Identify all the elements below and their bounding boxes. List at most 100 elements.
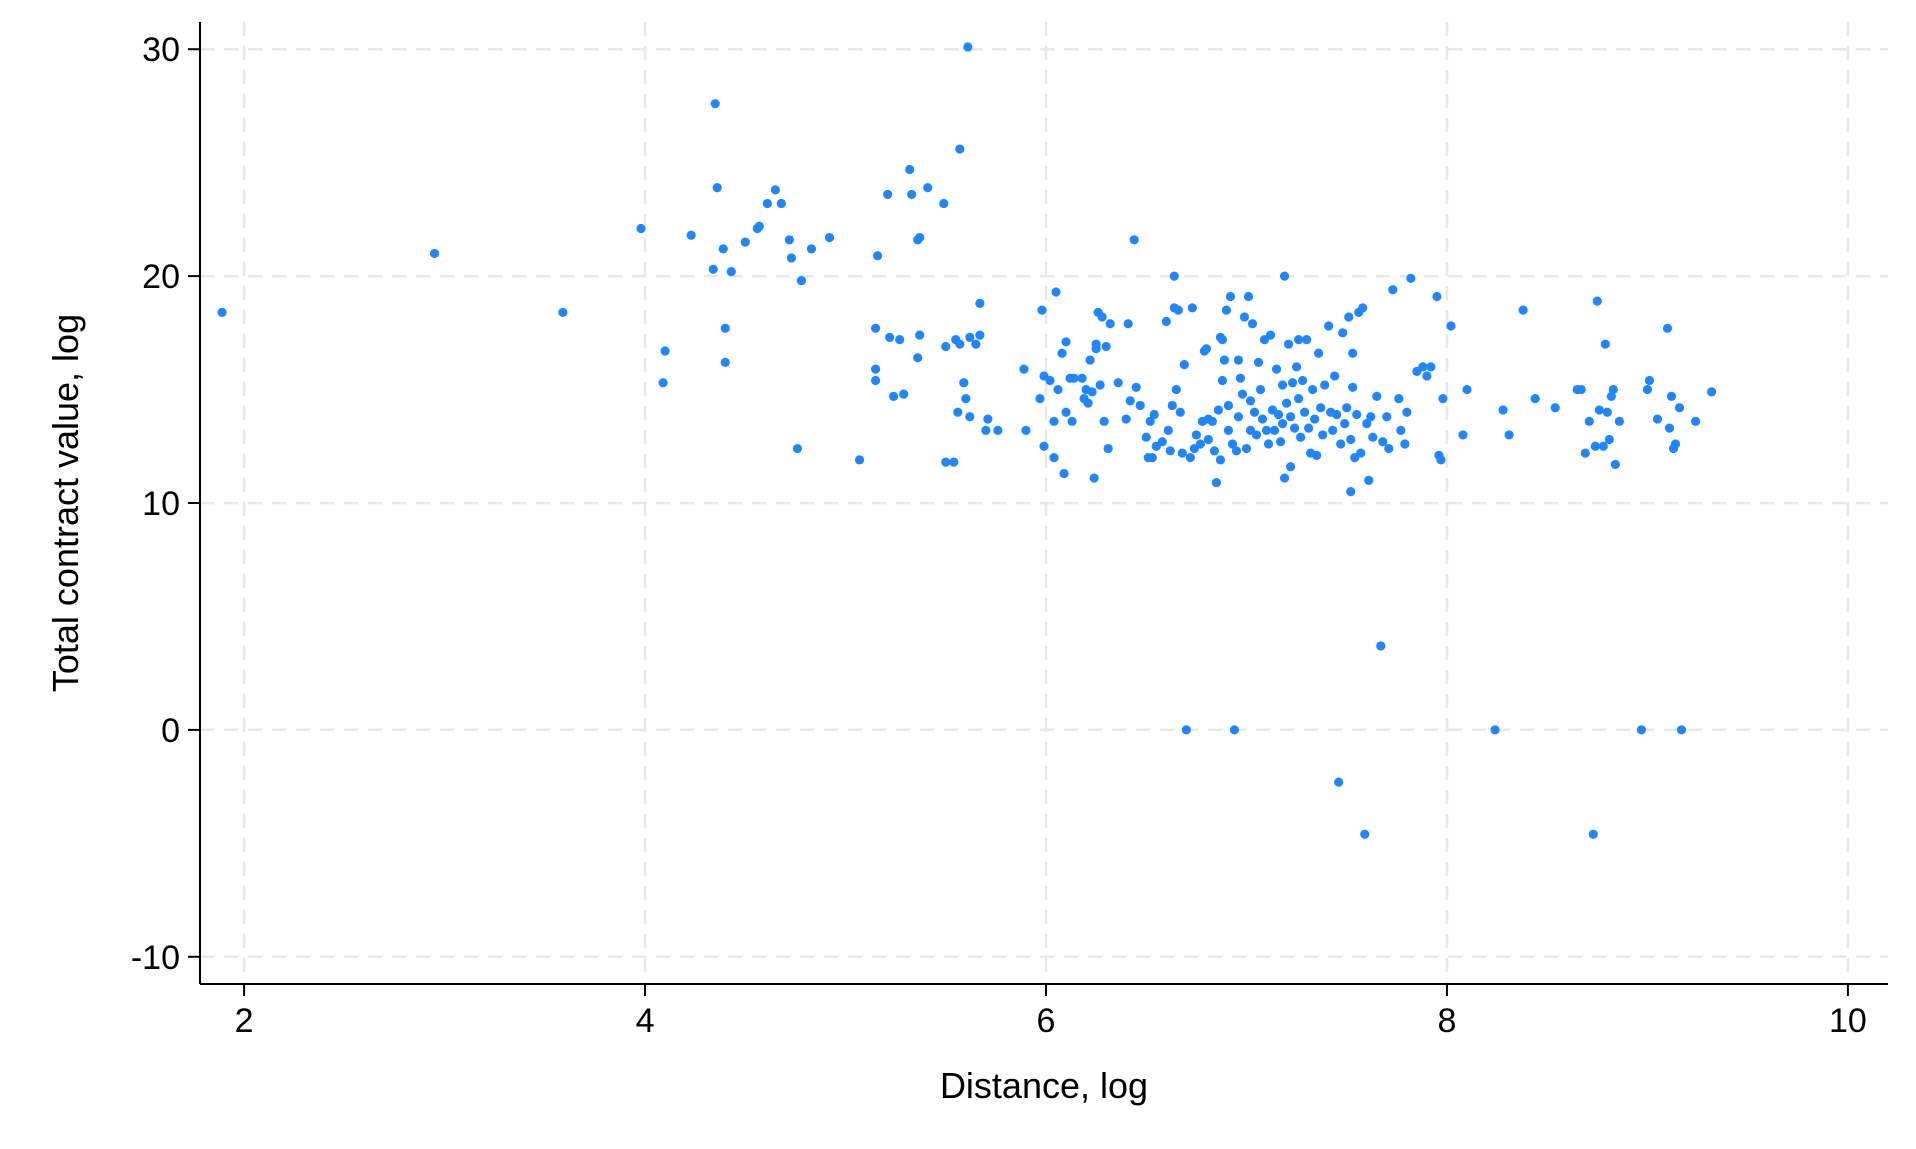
data-point bbox=[1089, 473, 1099, 483]
data-point bbox=[824, 232, 835, 243]
data-point bbox=[1097, 312, 1107, 322]
x-tick-label: 8 bbox=[1437, 1002, 1456, 1040]
data-point bbox=[1121, 414, 1131, 424]
data-point bbox=[1504, 430, 1514, 440]
data-point bbox=[1614, 416, 1624, 426]
data-point bbox=[1037, 305, 1047, 315]
data-point bbox=[1149, 409, 1159, 420]
data-point bbox=[1676, 725, 1687, 735]
data-point bbox=[1207, 416, 1217, 426]
data-point bbox=[1231, 446, 1242, 456]
data-point bbox=[975, 298, 985, 308]
data-point bbox=[1300, 407, 1310, 417]
data-point bbox=[1163, 425, 1173, 435]
data-point bbox=[1376, 641, 1386, 651]
data-point bbox=[660, 346, 670, 356]
grid-lines bbox=[200, 22, 1888, 984]
data-point bbox=[1310, 414, 1320, 424]
data-point bbox=[1285, 462, 1296, 472]
data-point bbox=[1346, 487, 1356, 497]
data-point bbox=[1279, 271, 1290, 281]
data-point bbox=[1243, 291, 1254, 302]
data-point bbox=[965, 412, 975, 422]
data-point bbox=[1664, 423, 1675, 433]
x-tick-label: 6 bbox=[1037, 1002, 1056, 1040]
data-point bbox=[1372, 391, 1382, 401]
data-point bbox=[1103, 443, 1113, 454]
data-point bbox=[1203, 434, 1213, 445]
data-point bbox=[792, 443, 803, 454]
data-point bbox=[1191, 430, 1201, 440]
data-point bbox=[1406, 273, 1416, 283]
data-point bbox=[1167, 400, 1177, 411]
data-point bbox=[1378, 437, 1388, 447]
data-point bbox=[1498, 405, 1508, 415]
data-point bbox=[1446, 321, 1456, 331]
data-point bbox=[949, 457, 959, 467]
data-point bbox=[871, 375, 881, 386]
data-point bbox=[1530, 394, 1540, 404]
data-point bbox=[1271, 364, 1282, 374]
data-point bbox=[1348, 348, 1358, 358]
data-point bbox=[871, 323, 881, 333]
data-point bbox=[1129, 235, 1139, 245]
data-point bbox=[1273, 409, 1284, 420]
data-point bbox=[1061, 337, 1071, 347]
data-point bbox=[1396, 425, 1406, 435]
data-point bbox=[1265, 330, 1276, 340]
data-point bbox=[915, 330, 925, 340]
data-point bbox=[1422, 371, 1432, 381]
data-point bbox=[1436, 455, 1446, 465]
data-point bbox=[712, 183, 722, 193]
data-point bbox=[429, 248, 440, 259]
data-point bbox=[955, 144, 965, 154]
data-point bbox=[1302, 335, 1312, 345]
data-point bbox=[1610, 459, 1620, 470]
data-point bbox=[1225, 291, 1236, 302]
data-point bbox=[1245, 396, 1256, 406]
data-point bbox=[1438, 394, 1448, 404]
data-point bbox=[1490, 725, 1500, 735]
data-point bbox=[1235, 373, 1246, 383]
data-point bbox=[1296, 432, 1306, 442]
data-point bbox=[1328, 425, 1338, 435]
data-point bbox=[1255, 384, 1266, 395]
data-point bbox=[1241, 443, 1252, 454]
data-point bbox=[1576, 384, 1586, 395]
data-point bbox=[1382, 412, 1392, 422]
data-point bbox=[854, 455, 865, 465]
data-point bbox=[1690, 416, 1701, 426]
x-axis-title: Distance, log bbox=[940, 1065, 1148, 1106]
data-point bbox=[1352, 409, 1362, 420]
data-point bbox=[1219, 355, 1230, 365]
data-point bbox=[963, 42, 973, 52]
data-point bbox=[1237, 389, 1248, 399]
data-point bbox=[1592, 296, 1602, 306]
data-point bbox=[1249, 407, 1260, 417]
data-point bbox=[1077, 373, 1087, 383]
data-point bbox=[1338, 328, 1348, 338]
data-point bbox=[1580, 448, 1590, 458]
data-point bbox=[993, 425, 1003, 435]
data-point bbox=[1227, 439, 1238, 449]
data-point bbox=[1644, 375, 1655, 386]
data-point bbox=[726, 266, 736, 277]
data-point bbox=[1588, 829, 1598, 839]
data-point bbox=[941, 341, 951, 352]
data-point bbox=[1179, 359, 1189, 370]
data-point bbox=[965, 332, 975, 342]
data-point bbox=[939, 198, 949, 209]
x-tick-label: 2 bbox=[235, 1002, 254, 1040]
data-point bbox=[1185, 453, 1195, 463]
data-point bbox=[975, 330, 985, 340]
data-point bbox=[1602, 407, 1612, 417]
data-point bbox=[1239, 312, 1250, 322]
data-point bbox=[1279, 473, 1290, 483]
data-point bbox=[1426, 362, 1436, 372]
data-point bbox=[1636, 725, 1647, 735]
data-point bbox=[1069, 373, 1079, 383]
data-point bbox=[796, 276, 807, 286]
y-tick-label: 0 bbox=[161, 712, 180, 750]
data-point bbox=[1181, 725, 1191, 735]
